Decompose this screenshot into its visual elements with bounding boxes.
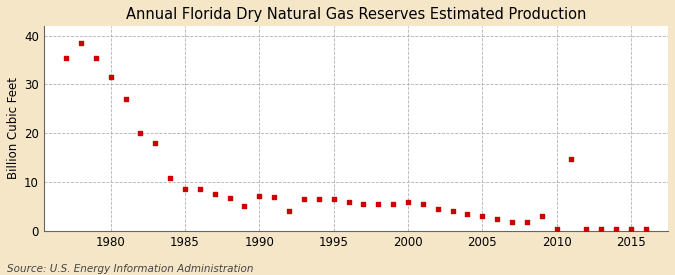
Point xyxy=(150,141,161,145)
Point xyxy=(507,220,518,224)
Point xyxy=(76,41,86,45)
Point xyxy=(328,197,339,201)
Point xyxy=(641,227,651,232)
Y-axis label: Billion Cubic Feet: Billion Cubic Feet xyxy=(7,78,20,179)
Point xyxy=(611,227,622,232)
Point xyxy=(358,202,369,206)
Point xyxy=(61,56,72,60)
Point xyxy=(224,196,235,200)
Point xyxy=(477,214,487,219)
Point xyxy=(120,97,131,101)
Point xyxy=(165,176,176,180)
Point xyxy=(596,227,607,232)
Text: Source: U.S. Energy Information Administration: Source: U.S. Energy Information Administ… xyxy=(7,264,253,274)
Point xyxy=(209,192,220,197)
Point xyxy=(105,75,116,79)
Point xyxy=(447,209,458,214)
Point xyxy=(537,214,547,219)
Point xyxy=(417,202,428,206)
Point xyxy=(135,131,146,136)
Point xyxy=(402,199,413,204)
Point xyxy=(343,199,354,204)
Point xyxy=(387,202,398,206)
Point xyxy=(492,216,503,221)
Point xyxy=(462,212,472,216)
Point xyxy=(551,227,562,232)
Point xyxy=(180,187,190,192)
Point xyxy=(566,156,577,161)
Point xyxy=(432,207,443,211)
Point xyxy=(581,227,592,232)
Point xyxy=(269,195,279,199)
Point xyxy=(313,197,324,201)
Point xyxy=(254,194,265,198)
Point xyxy=(522,220,533,224)
Point xyxy=(90,56,101,60)
Title: Annual Florida Dry Natural Gas Reserves Estimated Production: Annual Florida Dry Natural Gas Reserves … xyxy=(126,7,586,22)
Point xyxy=(239,203,250,208)
Point xyxy=(626,227,637,232)
Point xyxy=(194,187,205,192)
Point xyxy=(284,209,294,214)
Point xyxy=(298,197,309,201)
Point xyxy=(373,202,383,206)
